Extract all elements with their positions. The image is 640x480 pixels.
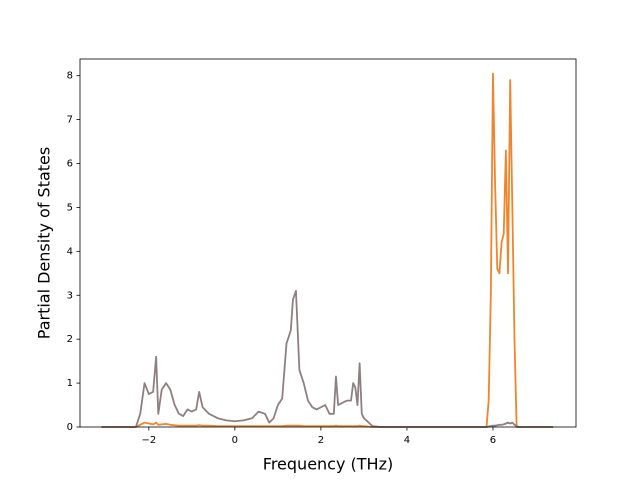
x-tick-label: 2 — [318, 435, 324, 446]
y-tick-label: 2 — [67, 334, 73, 345]
y-tick-label: 3 — [67, 290, 73, 301]
x-tick-label: 0 — [232, 435, 238, 446]
series-line — [101, 289, 554, 428]
x-tick-label: −2 — [141, 435, 156, 446]
y-tick-label: 7 — [67, 115, 73, 126]
y-tick-label: 8 — [67, 71, 73, 82]
y-tick-label: 5 — [67, 202, 73, 213]
x-tick-label: 4 — [404, 435, 410, 446]
y-tick-label: 0 — [67, 422, 73, 433]
y-tick-label: 4 — [67, 246, 73, 257]
series-line — [101, 72, 554, 428]
y-axis-label: Partial Density of States — [35, 147, 54, 339]
y-tick-label: 1 — [67, 378, 73, 389]
plot-frame — [79, 58, 577, 428]
y-tick-label: 6 — [67, 159, 73, 170]
x-axis-label: Frequency (THz) — [263, 455, 393, 474]
x-tick-label: 6 — [490, 435, 496, 446]
